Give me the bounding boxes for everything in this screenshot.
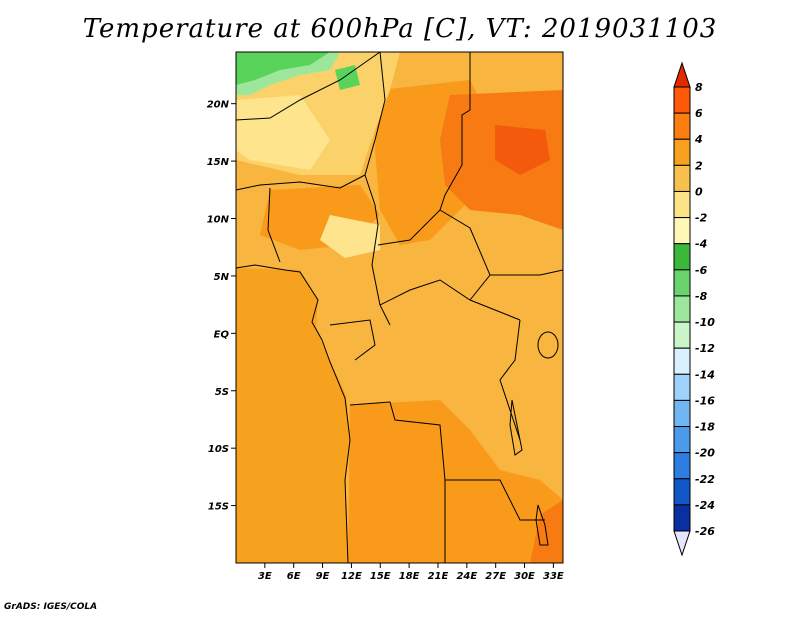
lat-tick-label-0: 20N xyxy=(207,100,230,111)
colorbar-bottom-arrow xyxy=(673,530,691,557)
colorbar-label-9: -10 xyxy=(695,316,715,329)
southern-warm-field xyxy=(348,400,563,563)
boundary-line-2 xyxy=(439,52,471,211)
colorbar-swatch-11 xyxy=(673,347,691,375)
north-green-patch xyxy=(236,52,330,85)
colorbar-label-13: -18 xyxy=(695,421,715,434)
colorbar-swatch-6 xyxy=(673,217,691,245)
boundary-line-11 xyxy=(329,319,376,361)
colorbar-top-arrow xyxy=(673,61,691,88)
colorbar-label-10: -12 xyxy=(695,342,715,355)
colorbar-swatch-15 xyxy=(673,452,691,480)
colorbar-label-7: -6 xyxy=(695,264,708,277)
colorbar-swatch-10 xyxy=(673,321,691,349)
colorbar-label-14: -20 xyxy=(695,447,715,460)
lat-tick-label-3: 5N xyxy=(214,272,230,283)
map-frame xyxy=(235,51,564,564)
lon-tick-label-0: 3E xyxy=(258,571,272,582)
colorbar-label-0: 8 xyxy=(695,81,703,94)
colorbar-swatch-16 xyxy=(673,478,691,506)
colorbar-label-3: 2 xyxy=(695,159,703,172)
boundary-line-1 xyxy=(236,264,351,563)
boundary-line-4 xyxy=(377,209,441,246)
lat-tick-label-1: 15N xyxy=(207,157,230,168)
lon-tick-label-2: 9E xyxy=(316,571,330,582)
map-title: Temperature at 600hPa [C], VT: 201903110… xyxy=(82,14,718,44)
colorbar-swatch-3 xyxy=(673,138,691,166)
colorbar-label-4: 0 xyxy=(695,185,703,198)
lat-tick-label-2: 10N xyxy=(207,215,230,226)
colorbar-label-5: -2 xyxy=(695,212,708,225)
north-cooler-field xyxy=(236,95,330,170)
lat-tick-label-7: 15S xyxy=(208,502,229,513)
lon-tick-label-10: 33E xyxy=(543,571,564,582)
lon-tick-label-6: 21E xyxy=(428,571,449,582)
colorbar-swatch-9 xyxy=(673,295,691,323)
colorbar-label-12: -16 xyxy=(695,394,715,407)
colorbar-swatch-4 xyxy=(673,164,691,192)
lon-tick-label-7: 24E xyxy=(456,571,477,582)
north-green-patch-2 xyxy=(335,65,360,90)
ocean-warm-field xyxy=(236,268,350,563)
lon-tick-label-5: 18E xyxy=(399,571,420,582)
boundary-line-10 xyxy=(236,174,366,191)
lat-tick-label-5: 5S xyxy=(215,387,229,398)
southeast-hot-field xyxy=(530,500,563,563)
colorbar-label-11: -14 xyxy=(695,368,715,381)
colorbar-swatch-12 xyxy=(673,373,691,401)
sudan-hottest-field xyxy=(495,125,550,175)
colorbar-label-17: -26 xyxy=(695,525,715,538)
boundary-line-5 xyxy=(439,209,491,301)
central-field xyxy=(400,300,520,380)
lake-tanganyika xyxy=(509,399,523,456)
colorbar-label-15: -22 xyxy=(695,473,715,486)
boundary-line-9 xyxy=(349,401,545,521)
lat-tick-label-4: EQ xyxy=(214,329,230,340)
colorbar-swatch-1 xyxy=(673,86,691,114)
colorbar-label-16: -24 xyxy=(695,499,715,512)
lon-tick-label-8: 27E xyxy=(485,571,506,582)
central-cooler-patch xyxy=(320,215,380,258)
lon-tick-label-3: 12E xyxy=(341,571,362,582)
lake-malawi xyxy=(535,504,549,546)
lat-tick-label-6: 10S xyxy=(208,444,229,455)
boundary-line-3 xyxy=(364,52,391,326)
colorbar-label-6: -4 xyxy=(695,238,707,251)
boundary-line-13 xyxy=(267,187,281,263)
colorbar-swatch-17 xyxy=(673,504,691,532)
boundary-line-12 xyxy=(490,269,563,276)
colorbar-swatch-13 xyxy=(673,399,691,428)
map-fields xyxy=(236,52,563,563)
boundary-line-6 xyxy=(236,52,381,121)
boundary-line-8 xyxy=(499,319,521,441)
colorbar-swatch-2 xyxy=(673,112,691,140)
colorbar-swatch-8 xyxy=(673,269,691,297)
lon-tick-label-9: 30E xyxy=(514,571,535,582)
colorbar-swatch-7 xyxy=(673,243,691,271)
colorbar-label-2: 4 xyxy=(694,133,703,146)
boundary-line-7 xyxy=(379,279,521,321)
lake-victoria xyxy=(537,331,559,359)
lon-tick-label-1: 6E xyxy=(287,571,301,582)
lon-tick-label-4: 15E xyxy=(370,571,391,582)
colorbar-swatch-5 xyxy=(673,190,691,219)
colorbar-label-1: 6 xyxy=(695,107,703,120)
credit-label: GrADS: IGES/COLA xyxy=(4,602,98,612)
colorbar-label-8: -8 xyxy=(695,290,708,303)
colorbar-swatch-14 xyxy=(673,426,691,454)
